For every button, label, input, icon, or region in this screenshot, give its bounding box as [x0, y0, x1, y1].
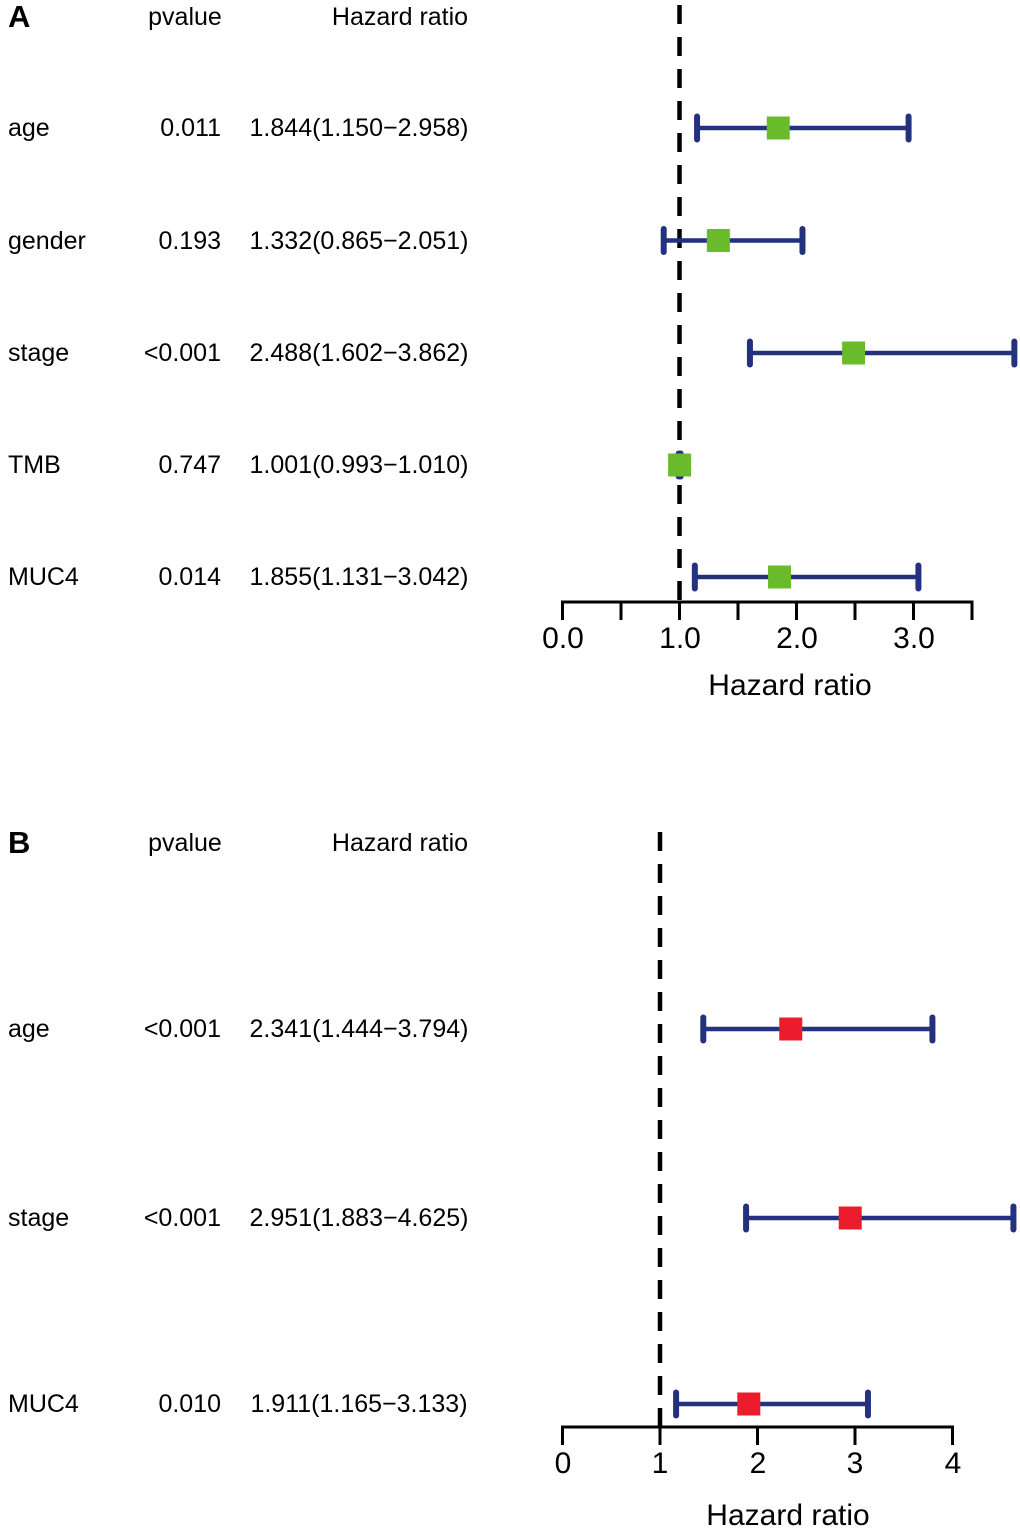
x-tick-label: 0.0: [542, 622, 584, 655]
row-hr-text: 1.001(0.993−1.010): [249, 451, 469, 479]
row-hr-text: 1.911(1.165−3.133): [250, 1390, 468, 1418]
row-variable-label: stage: [8, 1204, 70, 1232]
hr-marker: [779, 1017, 803, 1041]
x-tick-label: 3.0: [893, 622, 935, 655]
row-hr-text: 2.951(1.883−4.625): [249, 1204, 469, 1232]
x-axis-title: Hazard ratio: [708, 669, 872, 702]
row-hr-text: 2.488(1.602−3.862): [249, 339, 469, 367]
row-pvalue: <0.001: [143, 1015, 221, 1043]
row-variable-label: MUC4: [8, 1390, 79, 1418]
panel-a-pvalue-header: pvalue: [148, 3, 222, 31]
row-pvalue: <0.001: [143, 339, 221, 367]
row-pvalue: 0.014: [158, 563, 221, 591]
row-variable-label: age: [8, 114, 50, 142]
row-variable-label: TMB: [8, 451, 61, 479]
hr-marker: [766, 116, 790, 140]
row-pvalue: 0.747: [158, 451, 221, 479]
x-axis-title: Hazard ratio: [706, 1499, 870, 1532]
x-tick-label: 2.0: [776, 622, 818, 655]
x-tick-label: 3: [846, 1447, 864, 1480]
panel-b-letter: B: [8, 825, 31, 860]
x-tick-label: 2: [749, 1447, 767, 1480]
hr-marker: [737, 1392, 761, 1416]
x-tick-label: 0: [554, 1447, 572, 1480]
hr-marker: [842, 341, 866, 365]
row-hr-text: 2.341(1.444−3.794): [249, 1015, 469, 1043]
row-pvalue: 0.011: [160, 114, 221, 142]
row-variable-label: gender: [8, 227, 86, 255]
panel-a-letter: A: [8, 0, 31, 34]
panel-a-hazard-ratio-header: Hazard ratio: [331, 3, 469, 31]
x-tick-label: 1: [651, 1447, 669, 1480]
row-variable-label: age: [8, 1015, 50, 1043]
hr-marker: [706, 229, 730, 252]
row-variable-label: stage: [8, 339, 70, 367]
row-pvalue: 0.010: [158, 1390, 221, 1418]
hr-marker: [838, 1206, 862, 1230]
hr-marker: [668, 453, 692, 477]
row-pvalue: 0.193: [158, 227, 221, 255]
row-hr-text: 1.855(1.131−3.042): [249, 563, 469, 591]
row-pvalue: <0.001: [143, 1204, 221, 1232]
x-tick-label: 4: [944, 1447, 962, 1480]
panel-b-hazard-ratio-header: Hazard ratio: [331, 829, 469, 857]
row-variable-label: MUC4: [8, 563, 79, 591]
panel-b-pvalue-header: pvalue: [148, 829, 222, 857]
row-hr-text: 1.332(0.865−2.051): [249, 227, 469, 255]
row-hr-text: 1.844(1.150−2.958): [249, 114, 469, 142]
x-tick-label: 1.0: [659, 622, 701, 655]
hr-marker: [768, 565, 792, 589]
